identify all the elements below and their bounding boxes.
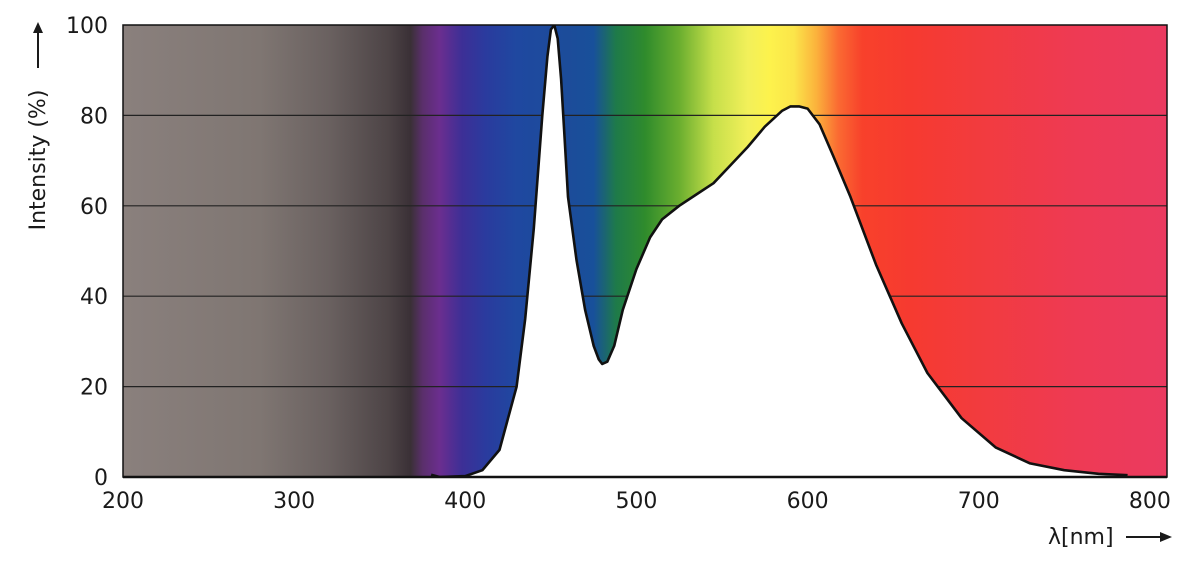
x-tick-label: 800 bbox=[1129, 489, 1171, 514]
x-tick-label: 300 bbox=[273, 489, 315, 514]
y-tick-label: 20 bbox=[80, 376, 108, 401]
x-tick-label: 200 bbox=[102, 489, 144, 514]
x-axis-arrow-head bbox=[1160, 532, 1172, 542]
x-tick-label: 700 bbox=[958, 489, 1000, 514]
y-tick-label: 60 bbox=[80, 195, 108, 220]
x-axis-label: λ[nm] bbox=[1048, 525, 1114, 550]
y-axis-title-group: Intensity (%) bbox=[26, 22, 51, 230]
x-tick-label: 600 bbox=[787, 489, 829, 514]
spectrum-line bbox=[430, 25, 1128, 477]
y-tick-label: 40 bbox=[80, 285, 108, 310]
x-tick-label: 400 bbox=[444, 489, 486, 514]
x-tick-label: 500 bbox=[615, 489, 657, 514]
y-tick-label: 100 bbox=[66, 14, 108, 39]
y-tick-label: 0 bbox=[94, 466, 108, 491]
y-axis-label: Intensity (%) bbox=[26, 90, 51, 231]
y-axis-arrow-head bbox=[33, 22, 43, 33]
y-tick-label: 80 bbox=[80, 104, 108, 129]
x-axis-title-group: λ[nm] bbox=[1048, 525, 1172, 550]
